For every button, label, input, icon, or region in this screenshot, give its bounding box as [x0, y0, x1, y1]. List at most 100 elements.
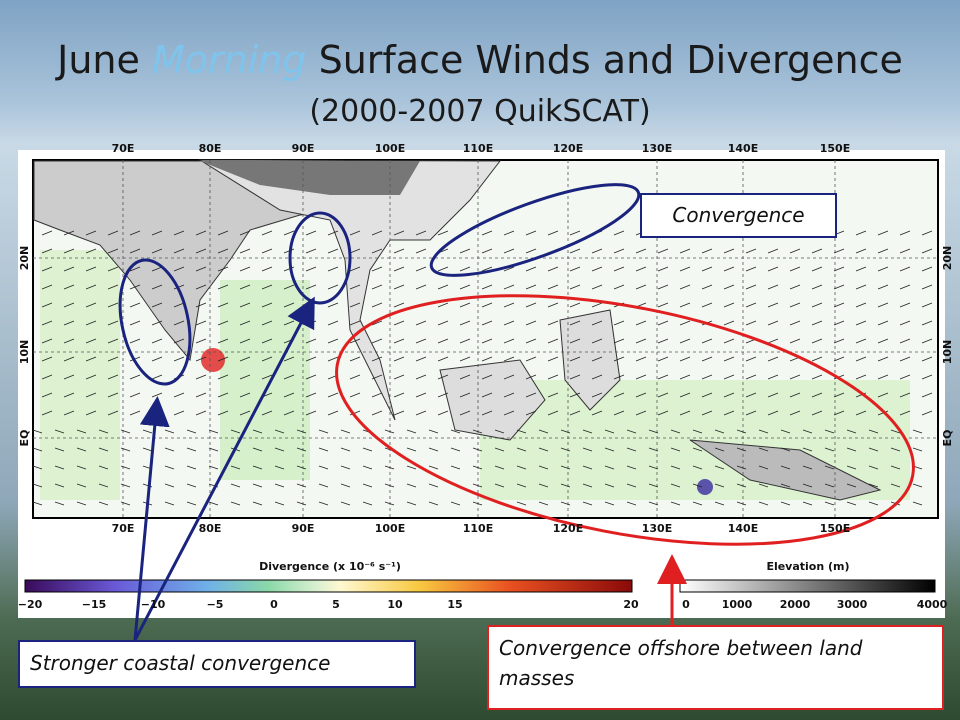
wind-vector [41, 302, 53, 308]
colorbar-tick-label: 5 [332, 598, 340, 611]
wind-vector [679, 374, 691, 380]
wind-vector [877, 374, 889, 380]
wind-vector [85, 320, 97, 326]
wind-vector [890, 429, 901, 434]
wind-vector [670, 429, 681, 434]
wind-vector [472, 501, 483, 506]
wind-vector [635, 410, 647, 416]
wind-vector [613, 338, 625, 344]
wind-vector [120, 447, 131, 452]
wind-vector [151, 302, 163, 308]
wind-vector [670, 501, 681, 506]
wind-vector [393, 356, 405, 362]
wind-vector [349, 410, 361, 416]
wind-vector [239, 302, 251, 308]
wind-vector [349, 392, 361, 398]
wind-vector [217, 266, 229, 272]
wind-vector [855, 266, 867, 272]
wind-vector [481, 248, 493, 254]
wind-vector [591, 374, 603, 380]
wind-vector [393, 374, 405, 380]
wind-vector [767, 356, 779, 362]
wind-vector [560, 429, 571, 434]
wind-vector [701, 266, 713, 272]
colorbar-tick-label: 1000 [722, 598, 753, 611]
wind-vector [415, 356, 427, 362]
wind-vector [76, 447, 87, 452]
wind-vector [723, 248, 735, 254]
wind-vector [657, 248, 669, 254]
latitude-label: 20N [18, 246, 31, 271]
wind-vector [736, 483, 747, 488]
wind-vector [239, 410, 251, 416]
wind-vector [811, 266, 823, 272]
wind-vector [195, 392, 207, 398]
wind-vector [437, 320, 449, 326]
wind-vector [164, 483, 175, 488]
wind-vector [481, 230, 493, 236]
wind-vector [591, 248, 603, 254]
wind-vector [701, 374, 713, 380]
wind-vector [516, 429, 527, 434]
wind-vector [41, 266, 53, 272]
wind-vector [239, 356, 251, 362]
wind-vector [657, 392, 669, 398]
wind-vector [129, 284, 141, 290]
wind-vector [239, 392, 251, 398]
wind-vector [503, 410, 515, 416]
wind-vector [195, 356, 207, 362]
longitude-label: 150E [820, 142, 850, 155]
wind-vector [525, 302, 537, 308]
highlight-ellipse [335, 294, 915, 546]
wind-vector [692, 429, 703, 434]
wind-vector [789, 392, 801, 398]
subtitle: (2000-2007 QuikSCAT) [309, 94, 651, 129]
wind-vector [362, 483, 373, 488]
wind-vector [701, 302, 713, 308]
wind-vector [846, 483, 857, 488]
wind-vector [164, 501, 175, 506]
wind-vector [151, 320, 163, 326]
wind-vector [415, 248, 427, 254]
wind-vector [635, 374, 647, 380]
wind-vector [32, 483, 43, 488]
wind-vector [283, 230, 295, 236]
wind-vector [274, 429, 285, 434]
wind-vector [296, 501, 307, 506]
wind-vector [459, 302, 471, 308]
wind-vector [371, 230, 383, 236]
wind-vector [428, 429, 439, 434]
wind-vector [261, 266, 273, 272]
wind-vector [164, 429, 175, 434]
wind-vector [657, 320, 669, 326]
wind-vector [261, 284, 273, 290]
wind-vector [327, 284, 339, 290]
wind-vector [107, 230, 119, 236]
wind-vector [701, 338, 713, 344]
wind-vector [701, 356, 713, 362]
wind-vector [371, 338, 383, 344]
wind-vector [525, 392, 537, 398]
wind-vector [626, 483, 637, 488]
wind-vector [921, 284, 933, 290]
wind-vector [877, 230, 889, 236]
wind-vector [547, 392, 559, 398]
wind-vector [327, 320, 339, 326]
wind-vector [745, 284, 757, 290]
wind-vector [415, 284, 427, 290]
wind-vector [736, 429, 747, 434]
wind-vector [481, 284, 493, 290]
callout-box: Stronger coastal convergence [18, 640, 416, 688]
wind-vector [833, 410, 845, 416]
wind-vector [472, 483, 483, 488]
wind-vector [569, 392, 581, 398]
wind-vector [450, 501, 461, 506]
wind-vector [824, 429, 835, 434]
wind-vector [327, 266, 339, 272]
wind-vector [899, 302, 911, 308]
wind-vector [635, 248, 647, 254]
wind-vector [494, 483, 505, 488]
wind-vector [85, 338, 97, 344]
wind-vector [547, 284, 559, 290]
